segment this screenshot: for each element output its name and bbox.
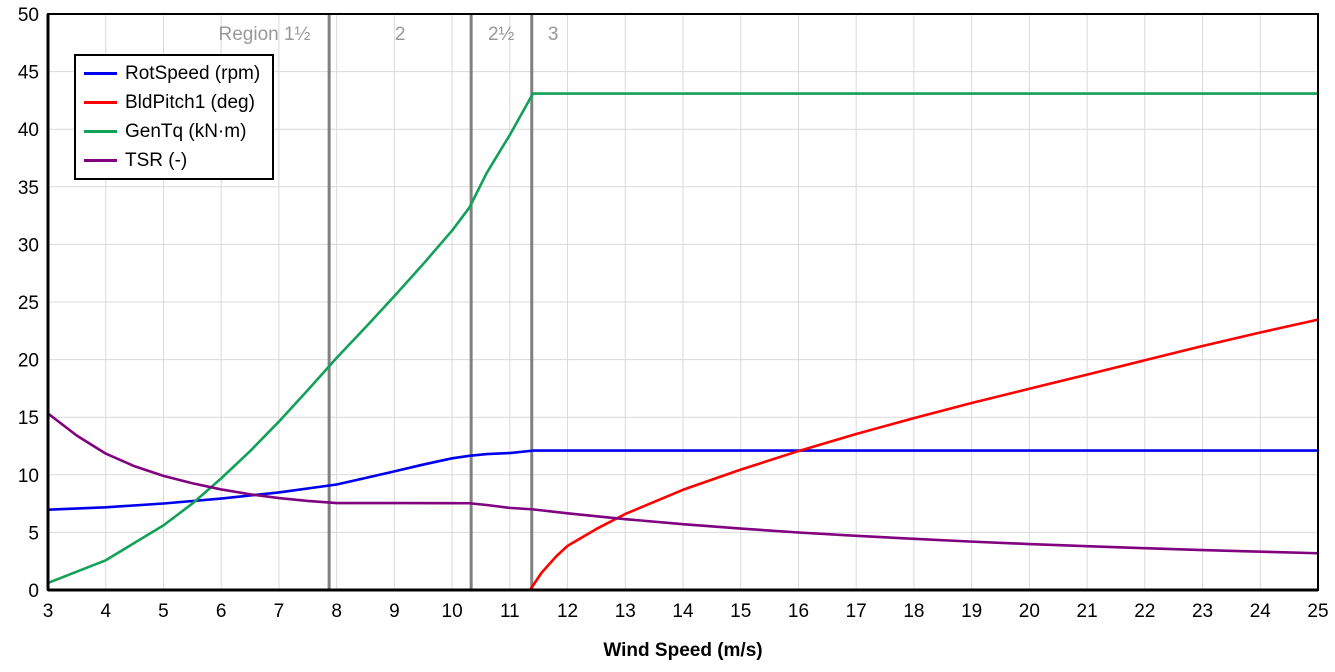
legend-label-tsr: TSR (-) bbox=[125, 149, 188, 171]
x-tick-label: 20 bbox=[1019, 601, 1040, 622]
y-tick-label: 40 bbox=[18, 120, 39, 141]
legend-label-gentq: GenTq (kN·m) bbox=[125, 120, 247, 142]
x-tick-label: 19 bbox=[961, 601, 982, 622]
y-tick-label: 50 bbox=[18, 5, 39, 26]
y-tick-label: 30 bbox=[18, 235, 39, 256]
legend-item-tsr: TSR (-) bbox=[84, 148, 260, 173]
legend-swatch-tsr bbox=[84, 159, 117, 162]
series-line-bldpitch1 bbox=[46, 318, 1320, 592]
x-tick-label: 6 bbox=[216, 601, 227, 622]
x-tick-label: 9 bbox=[389, 601, 400, 622]
series-line-tsr bbox=[46, 412, 1320, 555]
series-line-rotspeed bbox=[46, 449, 1320, 512]
x-tick-label: 24 bbox=[1250, 601, 1272, 622]
y-tick-label: 35 bbox=[18, 178, 39, 199]
x-tick-label: 17 bbox=[846, 601, 867, 622]
region-label-3: 3 bbox=[548, 24, 559, 45]
legend-label-rotspeed: RotSpeed (rpm) bbox=[125, 62, 261, 84]
legend-item-rotspeed: RotSpeed (rpm) bbox=[84, 61, 260, 86]
x-tick-label: 13 bbox=[615, 601, 636, 622]
y-tick-label: 15 bbox=[18, 408, 39, 429]
y-tick-label: 45 bbox=[18, 63, 39, 84]
x-tick-label: 8 bbox=[331, 601, 342, 622]
y-tick-label: 10 bbox=[18, 466, 39, 487]
region-label-0: Region 1½ bbox=[219, 24, 311, 45]
y-tick-label: 0 bbox=[28, 581, 39, 602]
x-tick-label: 7 bbox=[274, 601, 285, 622]
legend-item-gentq: GenTq (kN·m) bbox=[84, 119, 260, 144]
x-tick-label: 5 bbox=[158, 601, 169, 622]
x-axis-title: Wind Speed (m/s) bbox=[603, 640, 763, 661]
legend-swatch-rotspeed bbox=[84, 72, 117, 75]
x-tick-label: 12 bbox=[557, 601, 578, 622]
x-tick-label: 23 bbox=[1192, 601, 1213, 622]
x-tick-label: 3 bbox=[43, 601, 54, 622]
x-tick-label: 11 bbox=[500, 601, 520, 622]
x-tick-label: 14 bbox=[672, 601, 694, 622]
region-label-1: 2 bbox=[395, 24, 406, 45]
legend-label-bldpitch1: BldPitch1 (deg) bbox=[125, 91, 255, 113]
x-tick-label: 16 bbox=[788, 601, 809, 622]
x-tick-label: 25 bbox=[1307, 601, 1328, 622]
x-tick-label: 4 bbox=[100, 601, 111, 622]
x-tick-label: 18 bbox=[903, 601, 924, 622]
y-tick-label: 5 bbox=[28, 523, 39, 544]
legend-swatch-bldpitch1 bbox=[84, 101, 117, 104]
x-tick-label: 15 bbox=[730, 601, 751, 622]
y-tick-label: 25 bbox=[18, 293, 39, 314]
y-tick-label: 20 bbox=[18, 351, 39, 372]
x-tick-label: 22 bbox=[1134, 601, 1155, 622]
region-label-2: 2½ bbox=[488, 24, 515, 45]
legend-swatch-gentq bbox=[84, 130, 117, 133]
legend: RotSpeed (rpm) BldPitch1 (deg) GenTq (kN·m… bbox=[74, 54, 275, 180]
x-tick-label: 10 bbox=[442, 601, 463, 622]
x-tick-label: 21 bbox=[1077, 601, 1098, 622]
legend-item-bldpitch1: BldPitch1 (deg) bbox=[84, 90, 260, 115]
series-line-gentq bbox=[46, 92, 1320, 585]
